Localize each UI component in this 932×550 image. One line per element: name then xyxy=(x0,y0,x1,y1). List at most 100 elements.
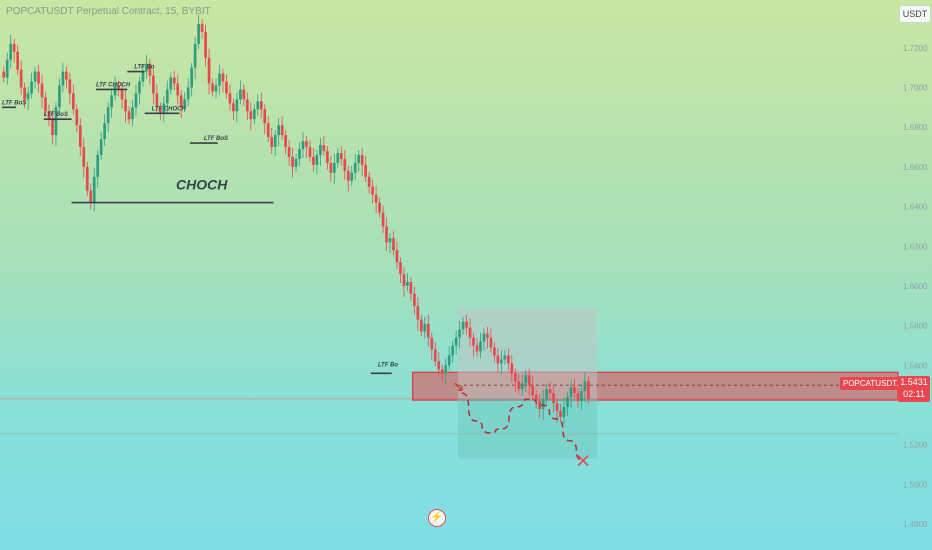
candle xyxy=(493,342,496,363)
unit-badge[interactable]: USDT xyxy=(899,5,931,23)
candle-body xyxy=(461,321,465,330)
candle xyxy=(263,104,267,135)
candle xyxy=(461,316,465,335)
candle xyxy=(221,68,225,93)
candle xyxy=(75,104,79,133)
candle xyxy=(374,185,378,214)
candle-body xyxy=(524,375,528,384)
candle-body xyxy=(61,71,65,86)
candle-body xyxy=(507,355,510,364)
candle xyxy=(531,376,535,401)
candle xyxy=(284,130,287,154)
candle xyxy=(16,44,19,75)
candle-body xyxy=(426,323,430,338)
y-tick-label: 1.6400 xyxy=(903,203,928,212)
candle-body xyxy=(249,111,253,120)
candle-body xyxy=(124,99,127,112)
candle xyxy=(500,350,503,375)
candle-body xyxy=(148,63,152,76)
candle-body xyxy=(360,154,364,165)
countdown: 02:11 xyxy=(903,389,925,399)
candle-body xyxy=(120,89,124,100)
candle-body xyxy=(534,395,538,402)
candle-body xyxy=(433,349,437,362)
candle xyxy=(200,19,204,39)
ltf-label: LTF BoS xyxy=(2,100,26,106)
candle xyxy=(479,332,482,359)
candle-body xyxy=(242,89,246,100)
candle-body xyxy=(232,103,235,112)
candle-body xyxy=(510,363,514,374)
candle-body xyxy=(322,145,326,151)
stop-box xyxy=(457,307,598,399)
candle-body xyxy=(465,321,468,328)
y-tick-label: 1.6000 xyxy=(903,282,928,291)
candle-body xyxy=(211,83,214,92)
candle xyxy=(207,48,211,95)
candle xyxy=(82,138,86,178)
candle xyxy=(447,346,451,371)
candle xyxy=(172,70,176,91)
candle xyxy=(527,368,531,397)
candle xyxy=(134,84,138,117)
candle-body xyxy=(141,71,145,82)
candle xyxy=(277,118,280,147)
candle xyxy=(503,350,507,365)
candle-body xyxy=(527,375,531,386)
candle xyxy=(507,348,510,371)
candle-body xyxy=(576,393,580,402)
candle xyxy=(360,148,364,176)
candle-body xyxy=(51,119,54,136)
candle-body xyxy=(385,226,388,243)
candle xyxy=(232,98,235,121)
candle xyxy=(301,132,305,158)
candle xyxy=(26,86,30,111)
candle-body xyxy=(531,385,535,396)
candle xyxy=(548,382,552,401)
candle-body xyxy=(520,383,524,390)
candle-body xyxy=(482,333,486,342)
candle xyxy=(336,148,340,168)
candle-body xyxy=(30,81,33,94)
candle xyxy=(23,82,26,109)
candle-body xyxy=(200,23,204,32)
candle-body xyxy=(580,391,583,402)
candle-body xyxy=(399,262,402,275)
candle-body xyxy=(75,109,79,126)
candle-body xyxy=(169,77,173,90)
candle xyxy=(298,142,301,166)
candle-body xyxy=(409,281,413,294)
candle xyxy=(420,314,423,337)
candle xyxy=(409,277,413,301)
candle-body xyxy=(33,71,37,82)
candle xyxy=(343,150,347,180)
candle-body xyxy=(486,333,489,338)
candle xyxy=(319,138,322,166)
candle xyxy=(559,404,562,422)
candle-body xyxy=(437,361,441,370)
candle-body xyxy=(12,43,16,52)
candle xyxy=(385,217,388,252)
candle xyxy=(451,340,454,363)
candle-body xyxy=(559,410,562,417)
candle xyxy=(197,15,200,49)
candle xyxy=(85,161,89,196)
candle xyxy=(40,74,44,109)
candle xyxy=(148,58,152,85)
candle-body xyxy=(16,51,19,70)
choch-label: CHOCH xyxy=(176,177,228,193)
chart-title: POPCATUSDT Perpetual Contract, 15, BYBIT xyxy=(6,6,211,17)
candle-body xyxy=(315,154,319,165)
candle-body xyxy=(458,329,461,338)
candle-body xyxy=(145,63,148,72)
candle xyxy=(287,140,291,166)
candle xyxy=(482,328,486,351)
candle-body xyxy=(406,281,409,286)
candle-body xyxy=(117,85,120,90)
candle-body xyxy=(23,87,26,100)
candle-body xyxy=(54,107,58,136)
lightning-icon[interactable]: ⚡ xyxy=(428,509,446,527)
candle xyxy=(228,84,232,111)
